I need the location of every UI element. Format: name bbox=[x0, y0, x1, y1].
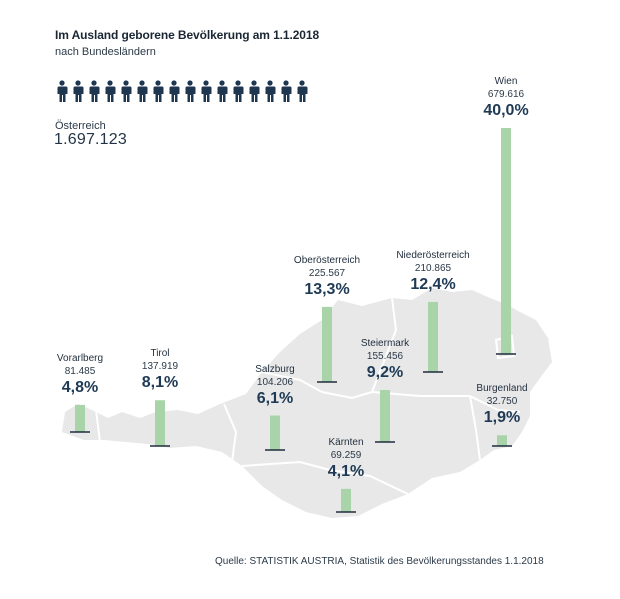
person-icon bbox=[73, 80, 84, 102]
person-icon bbox=[185, 80, 196, 102]
region-name-wien: Wien bbox=[494, 76, 518, 87]
region-pct-burgenland: 1,9% bbox=[483, 409, 521, 427]
bar-krnten bbox=[341, 488, 351, 512]
person-icon bbox=[249, 80, 260, 102]
person-icon bbox=[105, 80, 116, 102]
person-icon bbox=[169, 80, 180, 102]
border-stmk-burg bbox=[469, 395, 481, 461]
region-name-vorarlberg: Vorarlberg bbox=[56, 352, 104, 364]
region-count-steiermark: 155.456 bbox=[366, 351, 404, 363]
region-name-burgenland: Burgenland bbox=[476, 383, 528, 395]
region-name-steiermark: Steiermark bbox=[360, 338, 410, 350]
border-sbg-ktn bbox=[241, 460, 331, 471]
region-count-salzburg: 104.206 bbox=[256, 376, 294, 388]
region-name-krnten: Kärnten bbox=[328, 436, 364, 448]
bars-layer bbox=[70, 128, 516, 513]
region-pct-steiermark: 9,2% bbox=[366, 364, 404, 382]
region-pct-tirol: 8,1% bbox=[141, 374, 179, 392]
source-note: Quelle: STATISTIK AUSTRIA, Statistik des… bbox=[215, 556, 544, 567]
population-icon-row bbox=[55, 80, 309, 102]
bar-steiermark bbox=[380, 390, 390, 442]
bar-tirol bbox=[155, 400, 165, 446]
person-icon bbox=[265, 80, 276, 102]
region-count-niedersterreich: 210.865 bbox=[414, 262, 452, 274]
region-name-obersterreich: Oberösterreich bbox=[293, 254, 361, 266]
border-ooe-noe bbox=[371, 297, 398, 393]
region-pct-wien: 40,0% bbox=[483, 102, 529, 119]
chart-subtitle: nach Bundesländern bbox=[55, 46, 156, 58]
border-ooe-stmk bbox=[321, 391, 373, 400]
region-name-salzburg: Salzburg bbox=[255, 363, 295, 375]
region-name-niedersterreich: Niederösterreich bbox=[396, 249, 470, 261]
region-count-tirol: 137.919 bbox=[141, 361, 179, 373]
person-icon bbox=[217, 80, 228, 102]
bar-salzburg bbox=[270, 415, 280, 450]
bar-burgenland bbox=[497, 435, 507, 446]
person-icon bbox=[153, 80, 164, 102]
bar-vorarlberg bbox=[75, 404, 85, 432]
total-label: Österreich bbox=[55, 120, 106, 132]
region-pct-niedersterreich: 12,4% bbox=[410, 275, 456, 293]
border-sbg-ooe bbox=[261, 371, 323, 393]
border-noe-burg bbox=[469, 395, 521, 413]
region-pct-obersterreich: 13,3% bbox=[304, 280, 350, 298]
region-pct-salzburg: 6,1% bbox=[256, 389, 294, 407]
region-pct-vorarlberg: 4,8% bbox=[61, 378, 99, 396]
bar-niedersterreich bbox=[428, 301, 438, 372]
border-vbg-tirol bbox=[95, 409, 101, 443]
region-name-tirol: Tirol bbox=[150, 348, 170, 360]
person-icon bbox=[137, 80, 148, 102]
person-icon bbox=[297, 80, 308, 102]
region-count-vorarlberg: 81.485 bbox=[64, 365, 96, 377]
region-count-burgenland: 32.750 bbox=[486, 396, 518, 408]
austria-outline bbox=[62, 288, 552, 518]
person-icon bbox=[281, 80, 292, 102]
person-icon bbox=[121, 80, 132, 102]
region-count-wien: 679.616 bbox=[487, 89, 525, 100]
border-stmk-ktn bbox=[329, 469, 409, 495]
region-count-obersterreich: 225.567 bbox=[308, 267, 346, 279]
person-icon bbox=[201, 80, 212, 102]
region-pct-krnten: 4,1% bbox=[327, 462, 365, 480]
bar-obersterreich bbox=[322, 306, 332, 382]
person-icon bbox=[233, 80, 244, 102]
border-tirol-sbg bbox=[223, 403, 238, 463]
chart-title: Im Ausland geborene Bevölkerung am 1.1.2… bbox=[55, 28, 320, 42]
bar-wien bbox=[501, 128, 511, 354]
total-value: 1.697.123 bbox=[54, 131, 127, 148]
person-icon bbox=[89, 80, 100, 102]
region-count-krnten: 69.259 bbox=[330, 449, 362, 461]
person-icon bbox=[57, 80, 68, 102]
